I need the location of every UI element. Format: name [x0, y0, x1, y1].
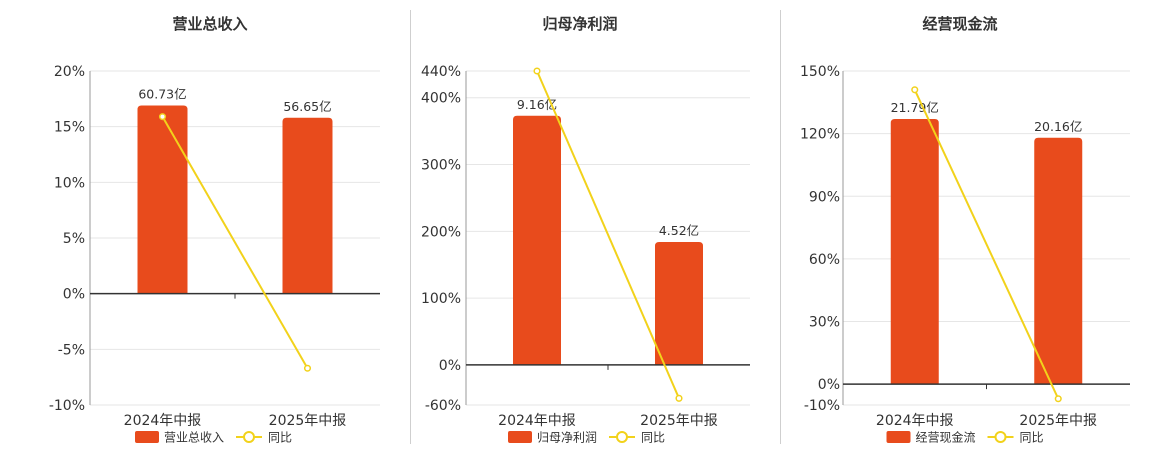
- y-tick-label: -5%: [58, 342, 85, 358]
- legend-label-bar: 归母净利润: [537, 431, 597, 445]
- y-tick-label: 440%: [421, 64, 461, 80]
- panel-divider-2: [780, 10, 781, 444]
- bar-value-label: 4.52亿: [659, 223, 699, 238]
- series-line-yoy: [913, 89, 1060, 400]
- bar: [282, 117, 333, 294]
- bar: [890, 119, 939, 385]
- bar: [513, 115, 561, 365]
- y-tick-label: 5%: [63, 231, 85, 247]
- legend-swatch-bar: [886, 431, 911, 443]
- legend-swatch-bar: [508, 431, 532, 443]
- bar: [1034, 137, 1083, 385]
- series-line-yoy: [536, 70, 680, 399]
- y-tick-label: 200%: [421, 224, 461, 240]
- legend-swatch-bar: [135, 431, 159, 443]
- y-tick-label: 10%: [54, 175, 85, 191]
- legend-swatch-marker: [616, 431, 628, 443]
- chart-title: 经营现金流: [922, 15, 997, 33]
- x-tick-label: 2024年中报: [498, 413, 576, 429]
- y-tick-label: 0%: [439, 358, 461, 374]
- chart-panel-net-profit: 归母净利润 440% 400% 300% 200% 100% 0% -60% 9.16亿 4.5…: [421, 15, 750, 445]
- legend-label-bar: 营业总收入: [164, 431, 224, 445]
- legend-label-line: 同比: [641, 431, 665, 445]
- bar: [655, 242, 703, 365]
- line-point: [1054, 395, 1062, 403]
- bar: [137, 105, 188, 294]
- y-tick-label: 0%: [818, 377, 840, 393]
- bar-value-label: 9.16亿: [517, 97, 557, 112]
- bar-value-label: 21.79亿: [891, 100, 939, 115]
- y-tick-label: 15%: [54, 120, 85, 136]
- line-point: [533, 67, 541, 75]
- y-tick-label: 100%: [421, 291, 461, 307]
- y-tick-label: 0%: [63, 287, 85, 303]
- x-tick-label: 2025年中报: [1019, 413, 1097, 429]
- y-tick-label: -10%: [49, 398, 85, 414]
- y-tick-label: -10%: [804, 398, 840, 414]
- y-tick-label: 90%: [809, 189, 840, 205]
- y-tick-label: 60%: [809, 252, 840, 268]
- series-line-yoy: [161, 116, 309, 369]
- chart-panel-revenue: 营业总收入 20% 15% 10% 5% 0% -5% -10% 60.73亿 56.65亿 20…: [49, 15, 380, 445]
- legend-swatch-marker: [994, 431, 1007, 443]
- y-tick-label: 400%: [421, 91, 461, 107]
- panel-divider-1: [410, 10, 411, 444]
- legend-swatch-marker: [243, 431, 255, 443]
- y-tick-label: 300%: [421, 158, 461, 174]
- chart-title: 营业总收入: [172, 15, 247, 33]
- y-tick-label: 20%: [54, 64, 85, 80]
- legend-label-line: 同比: [1020, 431, 1044, 445]
- line-point: [303, 364, 312, 372]
- line-point: [911, 86, 919, 94]
- bar-value-label: 20.16亿: [1034, 119, 1082, 134]
- x-tick-label: 2025年中报: [640, 413, 718, 429]
- bar-value-label: 56.65亿: [283, 99, 331, 114]
- legend-label-line: 同比: [268, 431, 292, 445]
- y-tick-label: 30%: [809, 315, 840, 331]
- legend-label-bar: 经营现金流: [916, 430, 976, 445]
- x-tick-label: 2025年中报: [269, 413, 347, 429]
- y-tick-label: -60%: [425, 398, 461, 414]
- chart-title: 归母净利润: [542, 15, 617, 33]
- line-point: [158, 113, 167, 121]
- bar-value-label: 60.73亿: [138, 87, 186, 102]
- line-point: [675, 394, 683, 402]
- y-tick-label: 150%: [800, 64, 840, 80]
- chart-panel-operating-cashflow: 经营现金流 150% 120% 90% 60% 30% 0% -10% 21.79亿 20.16…: [800, 15, 1130, 445]
- x-tick-label: 2024年中报: [124, 413, 202, 429]
- y-tick-label: 120%: [800, 127, 840, 143]
- x-tick-label: 2024年中报: [876, 413, 954, 429]
